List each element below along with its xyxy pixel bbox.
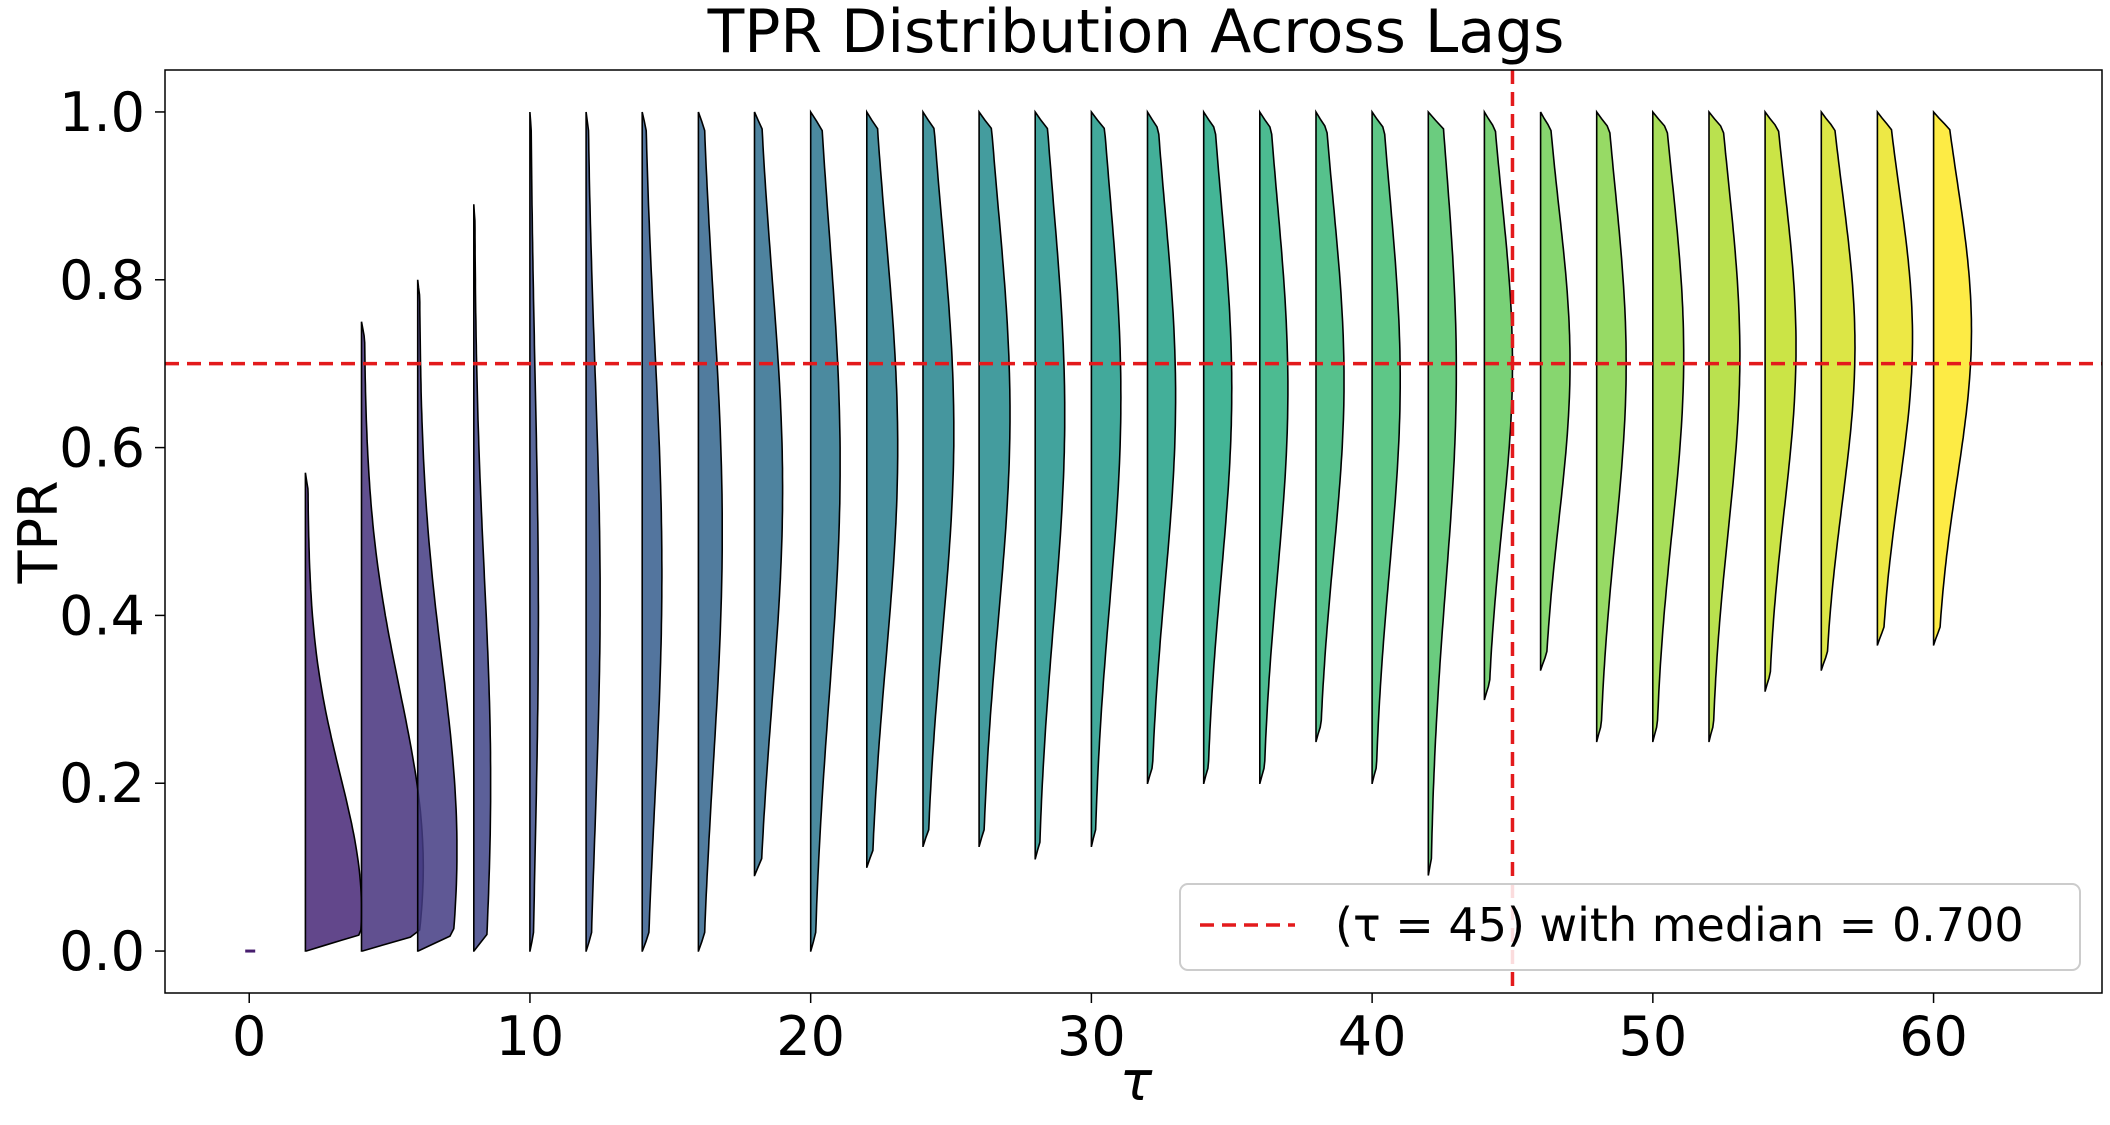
violin-lag-56 <box>1820 109 1856 671</box>
violin-lag-28 <box>1034 109 1066 860</box>
violin-lag-10 <box>529 111 540 952</box>
violin-lag-36 <box>1259 109 1289 784</box>
legend-box <box>1179 883 2081 971</box>
x-tick-label: 20 <box>776 1005 845 1068</box>
violin-lag-12 <box>585 111 601 952</box>
violin-lag-4 <box>360 321 425 952</box>
x-tick-label: 10 <box>496 1005 565 1068</box>
x-tick-label: 60 <box>1899 1005 1968 1068</box>
x-tick-label: 50 <box>1618 1005 1687 1068</box>
y-axis-ticks: 0.0 0.2 0.4 0.6 0.8 1.0 <box>59 81 165 983</box>
violin-lag-46 <box>1539 111 1571 671</box>
x-axis-label: τ <box>1120 1050 1153 1113</box>
violin-lag-20 <box>809 109 841 952</box>
violin-series <box>245 109 1973 953</box>
y-axis-label: TPR <box>7 480 70 584</box>
y-tick-label: 0.6 <box>59 417 145 480</box>
violin-lag-38 <box>1315 109 1345 743</box>
violin-lag-6 <box>416 279 458 952</box>
violin-lag-60 <box>1932 109 1973 646</box>
legend-label: (τ = 45) with median = 0.700 <box>1335 898 2024 952</box>
chart-title: TPR Distribution Across Lags <box>707 0 1565 67</box>
violin-lag-48 <box>1595 109 1628 743</box>
x-tick-label: 30 <box>1057 1005 1126 1068</box>
violin-lag-52 <box>1708 109 1741 743</box>
y-tick-label: 0.8 <box>59 249 145 312</box>
violin-lag-30 <box>1090 109 1122 847</box>
x-tick-label: 0 <box>232 1005 266 1068</box>
violin-lag-14 <box>641 111 663 952</box>
violin-lag-44 <box>1483 109 1514 701</box>
y-tick-label: 0.2 <box>59 752 145 815</box>
legend: (τ = 45) with median = 0.700 <box>1179 883 2081 971</box>
violin-lag-26 <box>978 109 1011 847</box>
x-tick-label: 40 <box>1338 1005 1407 1068</box>
violin-lag-42 <box>1427 109 1458 876</box>
violin-lag-24 <box>922 109 955 847</box>
y-tick-label: 1.0 <box>59 81 145 144</box>
violin-lag-16 <box>697 111 723 952</box>
violin-lag-50 <box>1652 109 1685 743</box>
violin-lag-40 <box>1371 109 1401 784</box>
y-tick-label: 0.0 <box>59 920 145 983</box>
x-axis-ticks: 0 10 20 30 40 50 60 <box>232 993 1968 1068</box>
violin-lag-22 <box>866 109 899 868</box>
violin-lag-2 <box>304 472 363 952</box>
y-tick-label: 0.4 <box>59 584 145 647</box>
violin-lag-8 <box>473 204 492 952</box>
violin-lag-34 <box>1202 109 1233 784</box>
violin-lag-58 <box>1876 109 1914 646</box>
violin-lag-32 <box>1146 109 1177 784</box>
violin-lag-54 <box>1764 109 1797 692</box>
violin-lag-18 <box>753 111 784 877</box>
plot-frame <box>164 69 2103 994</box>
